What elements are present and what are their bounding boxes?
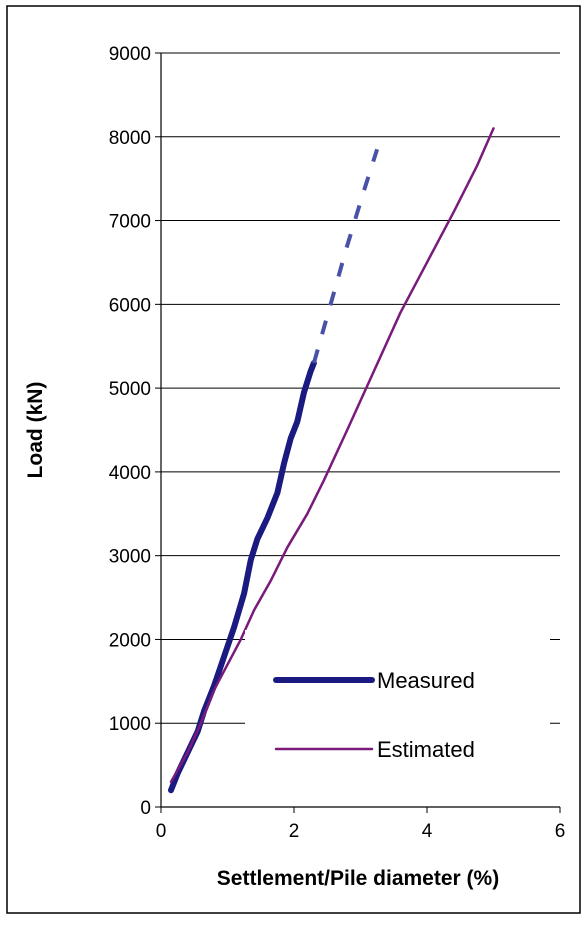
y-tick-label: 5000 — [109, 379, 151, 400]
y-tick-label: 0 — [140, 798, 151, 819]
series-line-estimated — [169, 127, 495, 784]
legend-label-estimated: Estimated — [377, 737, 475, 762]
y-tick-label: 2000 — [109, 630, 151, 651]
axes — [155, 52, 561, 813]
x-axis-title: Settlement/Pile diameter (%) — [217, 867, 499, 890]
y-tick-label: 8000 — [109, 128, 151, 149]
x-tick-label: 0 — [156, 821, 167, 842]
x-tick-label: 2 — [289, 821, 300, 842]
y-axis-title: Load (kN) — [24, 382, 47, 479]
tick-labels: 0 1000 2000 3000 4000 5000 6000 7000 8000 9000 0 2 4… — [109, 44, 566, 842]
x-tick-label: 6 — [555, 821, 566, 842]
y-tick-label: 9000 — [109, 44, 151, 65]
legend: Measured Estimated — [245, 630, 550, 782]
y-tick-label: 7000 — [109, 212, 151, 233]
data-series — [168, 127, 495, 794]
legend-box — [245, 630, 550, 782]
y-tick-label: 1000 — [109, 714, 151, 735]
y-tick-label: 6000 — [109, 295, 151, 316]
y-tick-label: 3000 — [109, 547, 151, 568]
x-tick-label: 4 — [422, 821, 433, 842]
series-line-extrapolated — [311, 148, 380, 364]
legend-label-measured: Measured — [377, 668, 475, 693]
y-tick-label: 4000 — [109, 463, 151, 484]
